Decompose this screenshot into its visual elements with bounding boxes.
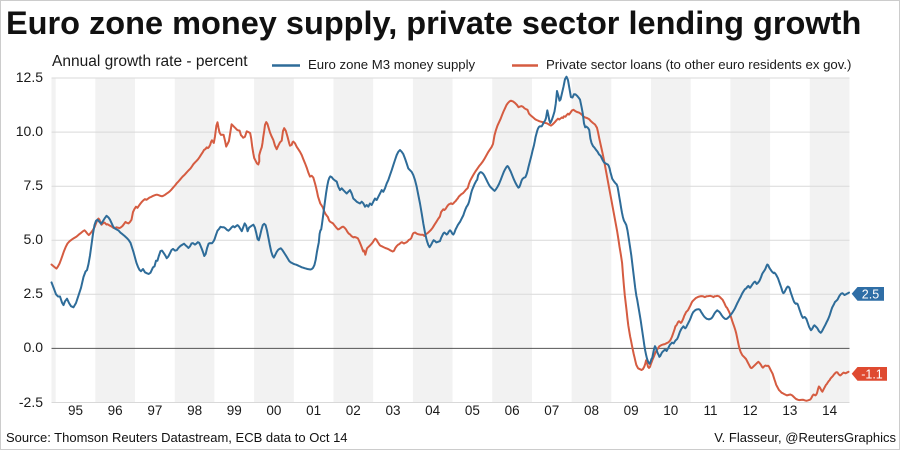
svg-text:2.5: 2.5 [862,288,879,302]
svg-text:-1.1: -1.1 [861,368,883,382]
